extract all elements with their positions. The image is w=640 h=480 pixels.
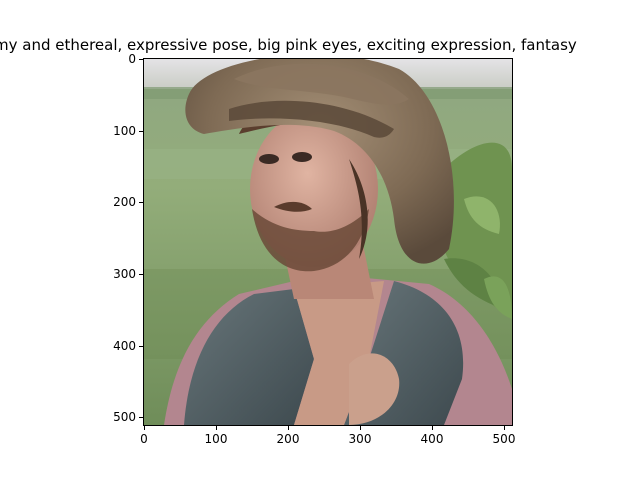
x-tick-mark — [144, 426, 145, 430]
image-axes — [143, 58, 513, 426]
y-tick-label: 100 — [113, 124, 136, 138]
figure-title: my and ethereal, expressive pose, big pi… — [0, 34, 640, 56]
y-tick-label: 0 — [128, 52, 136, 66]
x-tick-mark — [504, 426, 505, 430]
y-tick-mark — [139, 274, 143, 275]
y-tick-mark — [139, 417, 143, 418]
x-tick-mark — [216, 426, 217, 430]
figure-title-text: my and ethereal, expressive pose, big pi… — [0, 36, 577, 54]
y-tick-label: 500 — [113, 410, 136, 424]
y-tick-label: 300 — [113, 267, 136, 281]
y-tick-label: 400 — [113, 339, 136, 353]
x-tick-label: 300 — [348, 432, 372, 446]
x-tick-label: 400 — [420, 432, 444, 446]
y-tick-mark — [139, 346, 143, 347]
x-tick-label: 100 — [204, 432, 228, 446]
x-tick-mark — [360, 426, 361, 430]
y-tick-mark — [139, 131, 143, 132]
x-tick-mark — [432, 426, 433, 430]
y-tick-mark — [139, 202, 143, 203]
x-tick-label: 200 — [276, 432, 300, 446]
x-tick-mark — [288, 426, 289, 430]
x-tick-label: 500 — [492, 432, 516, 446]
y-tick-mark — [139, 59, 143, 60]
x-tick-label: 0 — [140, 432, 148, 446]
portrait-photo — [144, 59, 512, 425]
y-tick-label: 200 — [113, 195, 136, 209]
